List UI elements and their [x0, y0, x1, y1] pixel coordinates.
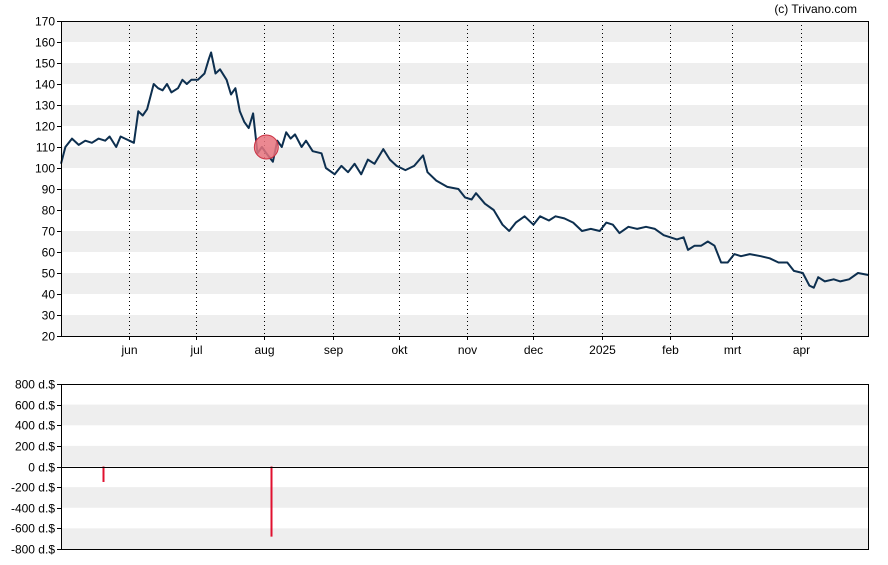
y-tick-label: 30: [42, 309, 56, 323]
y-tick-label: 170: [35, 15, 55, 29]
y-tick-label: 0 d.$: [28, 461, 55, 475]
volume-bars: [102, 466, 273, 537]
x-tick-label: 2025: [589, 343, 616, 357]
price-band: [61, 105, 869, 126]
y-tick-label: -400 d.$: [11, 502, 55, 516]
y-tick-label: 50: [42, 267, 56, 281]
y-tick-label: 90: [42, 183, 56, 197]
price-band: [61, 231, 869, 252]
price-band: [61, 273, 869, 294]
price-x-axis: jun jul aug sep okt nov dec 2025 feb mrt apr: [120, 336, 810, 357]
credit-label: (c) Trivano.com: [774, 2, 857, 16]
x-tick-label: dec: [524, 343, 543, 357]
x-tick-label: feb: [662, 343, 679, 357]
volume-band: [61, 487, 869, 508]
y-tick-label: -200 d.$: [11, 481, 55, 495]
y-tick-label: 80: [42, 204, 56, 218]
x-tick-label: apr: [793, 343, 810, 357]
y-tick-label: 20: [42, 330, 56, 344]
price-band: [61, 21, 869, 42]
x-tick-label: nov: [458, 343, 477, 357]
volume-band: [61, 528, 869, 549]
y-tick-label: 600 d.$: [15, 399, 55, 413]
chart-frames: [61, 21, 869, 550]
volume-chart-bands: [61, 404, 869, 549]
x-tick-label: sep: [324, 343, 344, 357]
price-y-axis: 170 160 150 140 130 120 110 100 90 80 70 60 50 40 30 20: [35, 15, 61, 344]
y-tick-label: 120: [35, 120, 55, 134]
y-tick-label: 70: [42, 225, 56, 239]
y-tick-label: 110: [36, 141, 55, 155]
price-band: [61, 147, 869, 168]
y-tick-label: 800 d.$: [15, 378, 55, 392]
price-line: [60, 51, 870, 289]
y-tick-label: 130: [35, 99, 55, 113]
volume-y-axis: 800 d.$ 600 d.$ 400 d.$ 200 d.$ 0 d.$ -200 d.…: [11, 378, 61, 557]
price-band: [61, 315, 869, 336]
y-tick-label: 140: [35, 78, 55, 92]
volume-band: [61, 404, 869, 426]
y-tick-label: -600 d.$: [11, 522, 55, 536]
y-tick-label: 160: [35, 36, 55, 50]
price-event-marker-layer: [253, 134, 279, 160]
event-marker: [253, 134, 279, 160]
volume-chart-frame: [61, 384, 869, 550]
price-band: [61, 63, 869, 84]
x-tick-label: jun: [120, 343, 137, 357]
price-band: [61, 189, 869, 210]
price-chart-frame: [61, 21, 869, 337]
y-tick-label: -800 d.$: [11, 543, 55, 557]
x-tick-label: jul: [189, 343, 202, 357]
y-tick-label: 400 d.$: [15, 419, 55, 433]
y-tick-label: 40: [42, 288, 56, 302]
x-tick-label: aug: [254, 343, 274, 357]
y-tick-label: 60: [42, 246, 56, 260]
price-chart-bands: [61, 21, 869, 336]
y-tick-label: 100: [35, 162, 55, 176]
price-series: [60, 51, 870, 289]
price-chart-month-gridlines: [129, 21, 802, 336]
x-tick-label: okt: [391, 343, 408, 357]
x-tick-label: mrt: [724, 343, 742, 357]
y-tick-label: 150: [35, 57, 55, 71]
volume-band: [61, 445, 869, 467]
y-tick-label: 200 d.$: [15, 440, 55, 454]
